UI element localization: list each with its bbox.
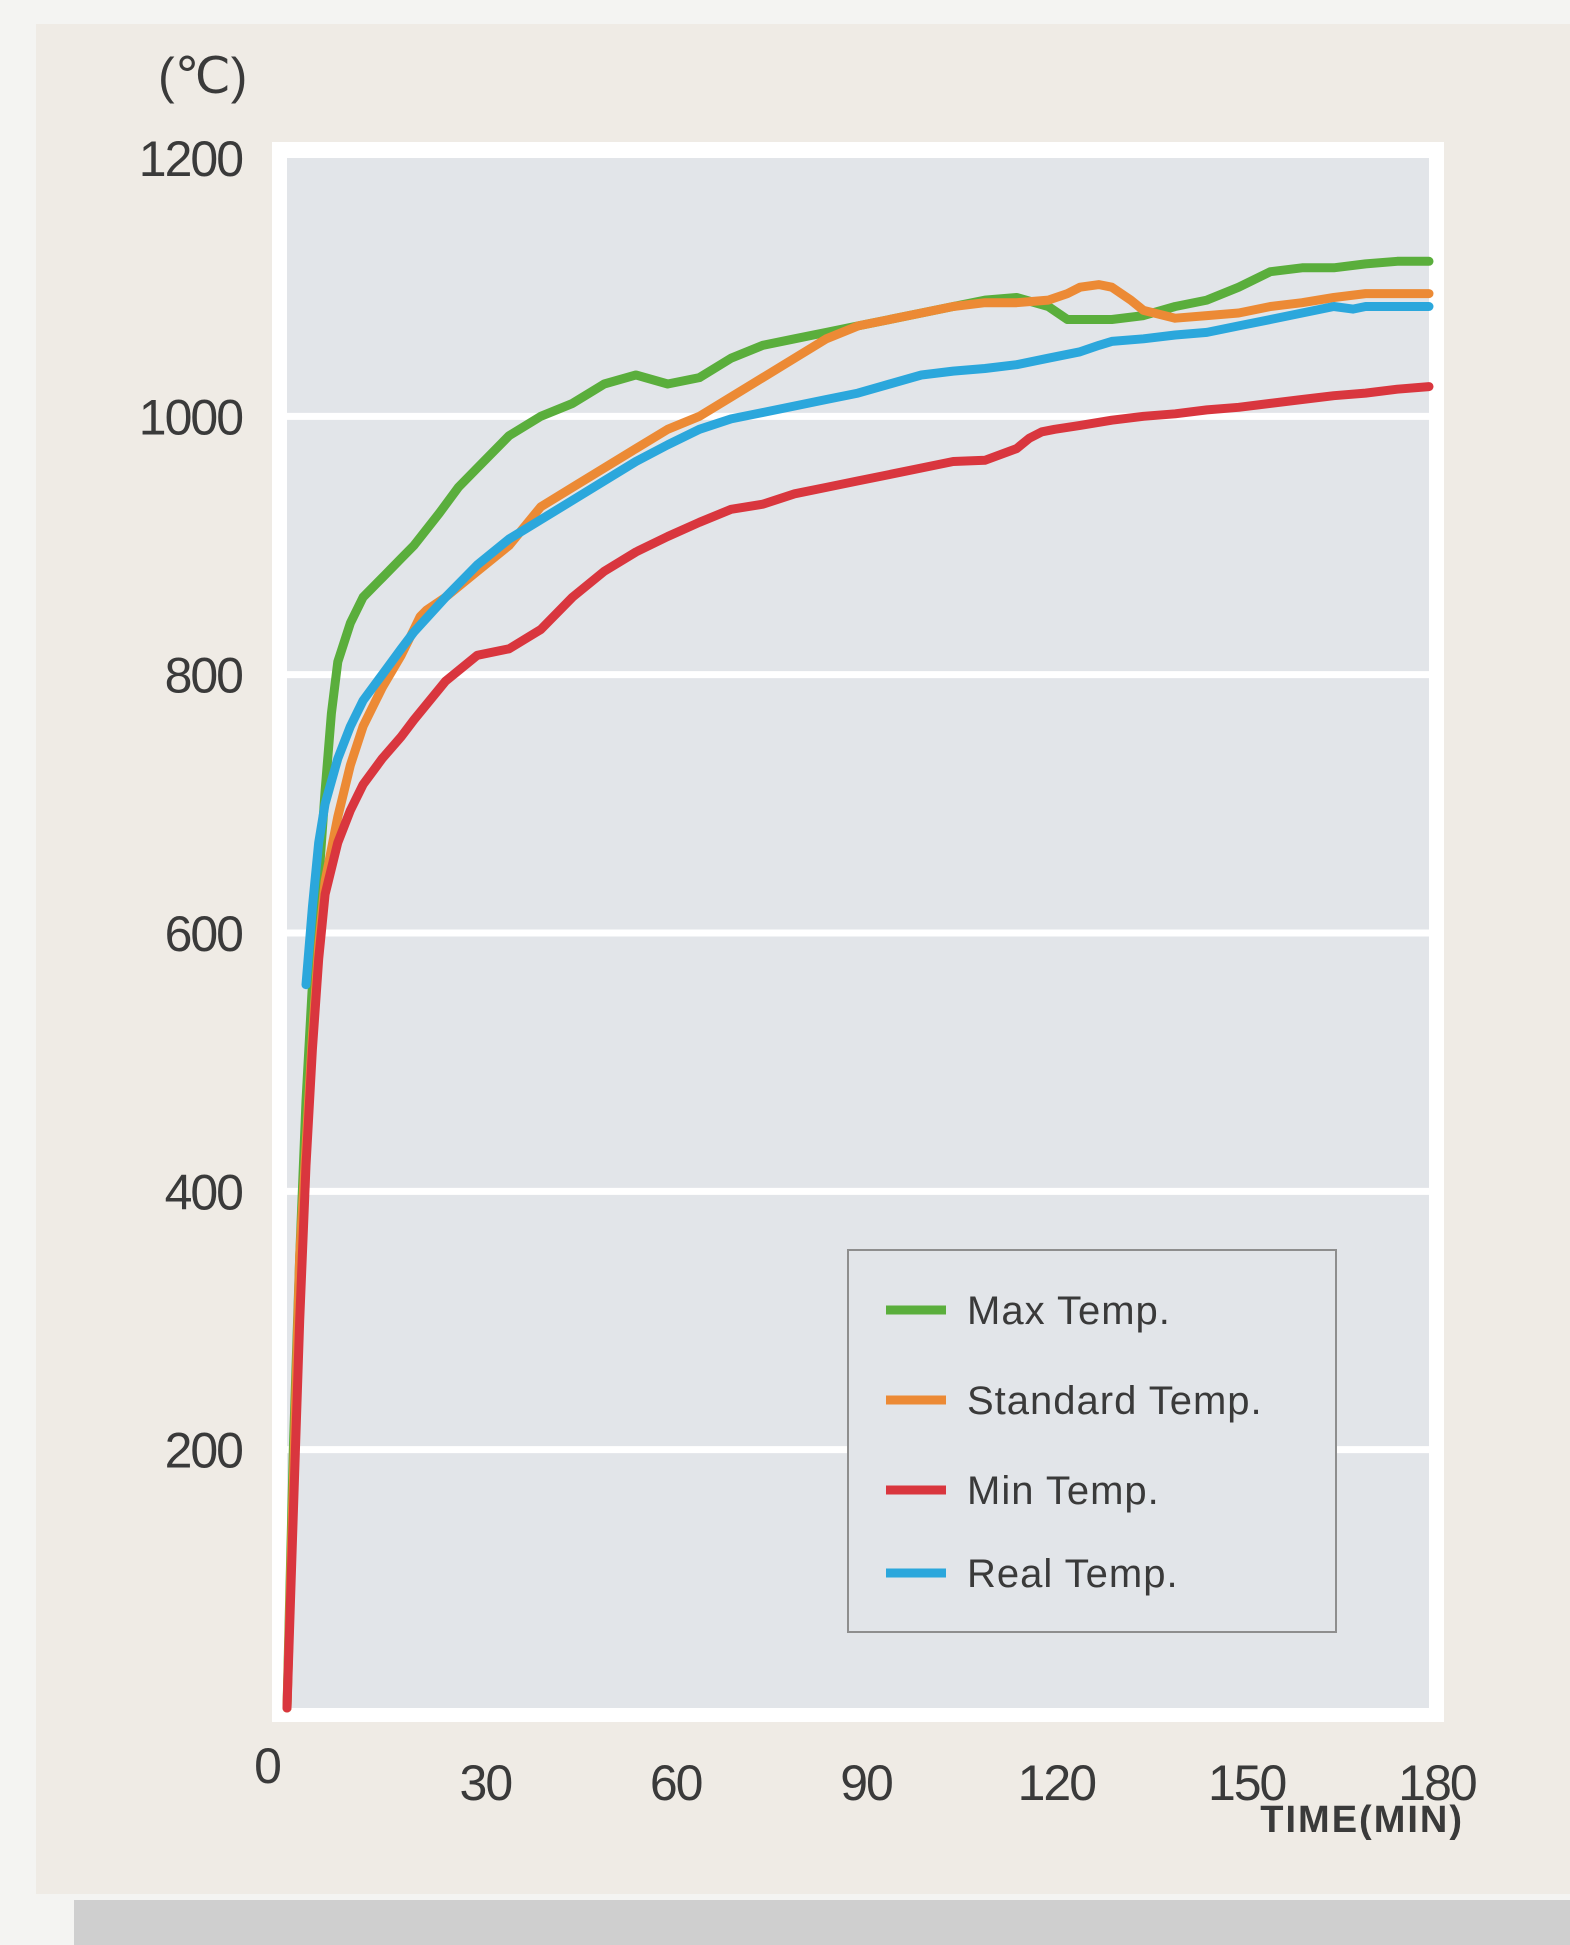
y-tick-label: 400 xyxy=(165,1164,243,1220)
x-tick-label: 60 xyxy=(650,1755,702,1811)
x-tick-label: 90 xyxy=(840,1755,892,1811)
y-tick-label: 1200 xyxy=(139,131,242,187)
series-line xyxy=(301,302,1434,990)
legend-label: Max Temp. xyxy=(967,1289,1171,1333)
x-tick-label: 30 xyxy=(460,1755,512,1811)
y-tick-label: 200 xyxy=(165,1423,243,1479)
series-lines xyxy=(282,256,1434,1713)
x-tick-label: 0 xyxy=(254,1738,280,1794)
legend-label: Standard Temp. xyxy=(967,1379,1263,1423)
series-line xyxy=(282,280,1434,1713)
x-tick-label: 150 xyxy=(1208,1755,1286,1811)
bottom-bar xyxy=(74,1900,1570,1945)
legend: Max Temp. Standard Temp. Min Temp. Real Tem… xyxy=(847,1249,1337,1633)
x-axis-label: TIME(MIN) xyxy=(1260,1799,1464,1841)
x-tick-label: 120 xyxy=(1018,1755,1096,1811)
legend-label: Real Temp. xyxy=(967,1552,1179,1596)
y-tick-label: 800 xyxy=(165,648,243,704)
legend-label: Min Temp. xyxy=(967,1469,1160,1513)
y-tick-label: 1000 xyxy=(139,389,242,445)
x-tick-labels: 0 30 60 90 120 150 180 xyxy=(254,1738,1478,1811)
series-line xyxy=(282,382,1434,1713)
legend-items: Max Temp. Standard Temp. Min Temp. Real Tem… xyxy=(886,1289,1263,1596)
y-tick-label: 600 xyxy=(165,906,243,962)
series-line xyxy=(282,256,1434,1713)
y-tick-labels: 200 400 600 800 1000 1200 xyxy=(139,131,244,1479)
y-axis-unit: (℃) xyxy=(158,48,247,104)
x-tick-label: 180 xyxy=(1398,1755,1476,1811)
